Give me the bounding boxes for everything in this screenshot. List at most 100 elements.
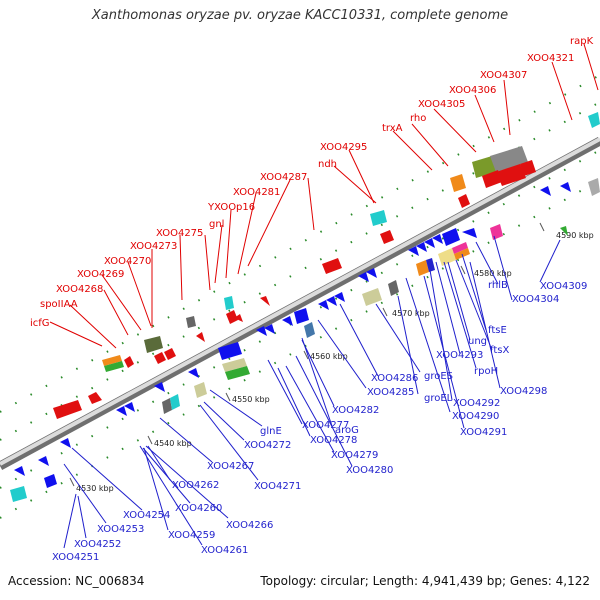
gene-arrow xyxy=(225,366,250,380)
gene-arrow xyxy=(194,382,207,398)
gene-label: XOO4262 xyxy=(172,480,219,491)
gene-label: XOO4309 xyxy=(540,281,587,292)
gene-arrow xyxy=(124,402,135,412)
gene-label: aroG xyxy=(335,425,359,436)
forward-genes xyxy=(53,112,600,419)
gene-label: XOO4259 xyxy=(168,530,215,541)
gene-label: trxA xyxy=(382,123,403,134)
gene-arrow xyxy=(226,310,238,324)
gene-label: XOO4295 xyxy=(320,142,367,153)
page-title: Xanthomonas oryzae pv. oryzae KACC10331,… xyxy=(91,8,509,23)
gene-arrow xyxy=(426,258,435,272)
gene-arrow xyxy=(170,394,180,410)
gene-label: XOO4306 xyxy=(449,85,496,96)
gene-arrow xyxy=(358,272,369,282)
gene-label: XOO4267 xyxy=(207,461,254,472)
gene-label: XOO4280 xyxy=(346,465,393,476)
gene-arrow xyxy=(218,342,242,360)
gene-label: XOO4304 xyxy=(512,294,559,305)
gene-arrow xyxy=(326,296,337,306)
genome-backbone xyxy=(0,137,600,470)
gene-label: rapK xyxy=(570,36,594,47)
gene-label: XOO4251 xyxy=(52,552,99,563)
gene-arrow xyxy=(450,174,466,192)
gene-label: icfG xyxy=(30,318,50,329)
genome-summary: Topology: circular; Length: 4,941,439 bp… xyxy=(260,574,590,588)
gene-label: XOO4292 xyxy=(453,398,500,409)
gene-label: XOO4282 xyxy=(332,405,379,416)
gene-arrow xyxy=(416,242,427,252)
scale-tick-label: 4550 kbp xyxy=(232,395,270,404)
gene-label: ftsX xyxy=(490,345,509,356)
gene-arrow xyxy=(224,296,234,310)
gene-label: XOO4275 xyxy=(156,228,203,239)
gene-arrow xyxy=(588,112,600,128)
guide-lines xyxy=(0,74,600,519)
gene-arrow xyxy=(294,308,309,324)
gene-arrow xyxy=(424,238,435,248)
gene-arrow xyxy=(188,368,199,378)
gene-label: spoIIAA xyxy=(40,299,78,310)
gene-arrow xyxy=(490,224,503,240)
gene-label: XOO4253 xyxy=(97,524,144,535)
gene-label: XOO4287 xyxy=(260,172,307,183)
gene-arrow xyxy=(438,248,456,266)
gene-label: gnl xyxy=(209,219,224,230)
gene-label: XOO4291 xyxy=(460,427,507,438)
gene-label: ndh xyxy=(318,159,337,170)
gene-arrow xyxy=(53,400,82,419)
scale-ticks xyxy=(69,222,545,487)
reverse-genes xyxy=(10,178,600,502)
gene-arrow xyxy=(490,146,528,172)
gene-arrow xyxy=(408,246,419,256)
gene-arrow xyxy=(116,406,127,416)
gene-arrow xyxy=(44,474,57,488)
gene-arrow xyxy=(520,160,536,176)
scale-tick-label: 4570 kbp xyxy=(392,309,430,318)
gene-arrow xyxy=(496,164,526,186)
gene-label: XOO4305 xyxy=(418,99,465,110)
gene-arrow xyxy=(104,361,124,372)
gene-arrow xyxy=(196,332,205,342)
gene-arrow xyxy=(154,382,165,392)
gene-arrow xyxy=(560,226,568,236)
gene-arrow xyxy=(186,316,196,328)
gene-arrow xyxy=(560,182,571,192)
gene-arrow xyxy=(380,230,394,244)
gene-arrow xyxy=(588,178,600,196)
gene-label: XOO4270 xyxy=(104,256,151,267)
gene-label: rho xyxy=(410,113,426,124)
gene-label: ftsE xyxy=(488,325,507,336)
gene-arrow xyxy=(366,268,377,278)
scale-tick-label: 4540 kbp xyxy=(154,439,192,448)
gene-label: XOO4290 xyxy=(452,411,499,422)
gene-arrow xyxy=(452,242,468,254)
gene-label: XOO4307 xyxy=(480,70,527,81)
gene-arrow xyxy=(370,210,387,226)
gene-label: rhlB xyxy=(488,280,508,291)
gene-arrow xyxy=(282,316,293,326)
gene-arrow xyxy=(256,326,267,336)
gene-arrow xyxy=(14,466,25,476)
accession-label: Accession: NC_006834 xyxy=(8,574,145,588)
gene-arrow xyxy=(10,486,27,502)
bottom-gene-labels: XOO4251 XOO4252 XOO4253 XOO4254 XOO4259 … xyxy=(52,280,587,563)
gene-arrow xyxy=(154,352,166,364)
gene-arrow xyxy=(60,438,71,448)
gene-arrow xyxy=(462,228,477,238)
gene-label: XOO4271 xyxy=(254,481,301,492)
gene-arrow xyxy=(260,296,270,306)
gene-label: glnE xyxy=(260,426,282,437)
gene-arrow xyxy=(540,186,551,196)
top-leader-lines xyxy=(49,43,599,349)
gene-label: rpoH xyxy=(474,366,498,377)
scale-tick-label: 4530 kbp xyxy=(76,484,114,493)
gene-label: XOO4261 xyxy=(201,545,248,556)
gene-arrow xyxy=(88,392,102,404)
gene-arrow xyxy=(164,348,176,360)
gene-arrow xyxy=(416,260,429,276)
gene-label: XOO4266 xyxy=(226,520,273,531)
gene-label: XOO4252 xyxy=(74,539,121,550)
gene-arrow xyxy=(432,234,443,244)
